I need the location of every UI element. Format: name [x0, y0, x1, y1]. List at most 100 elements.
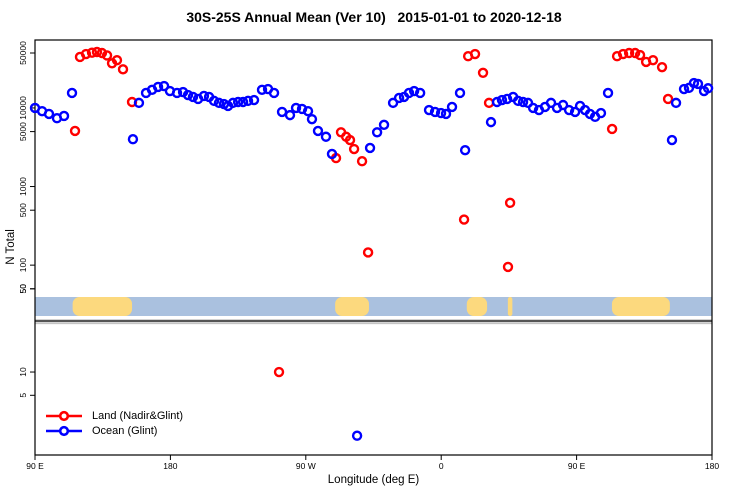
data-point-ocean — [602, 87, 614, 99]
data-point-ocean — [429, 106, 441, 118]
x-tick-label: 90 E — [568, 461, 586, 471]
surface-band-ocean — [35, 297, 712, 316]
data-point-ocean — [43, 108, 55, 120]
x-tick-label: 90 E — [26, 461, 44, 471]
data-point-land — [469, 48, 481, 60]
data-point-ocean — [364, 142, 376, 154]
y-tick-label: 100 — [18, 258, 28, 272]
data-point-ocean — [440, 108, 452, 120]
data-point-ocean — [517, 96, 529, 108]
data-point-ocean — [692, 78, 704, 90]
surface-band-land-segment — [72, 297, 133, 316]
data-point-ocean — [302, 105, 314, 117]
data-point-ocean — [171, 87, 183, 99]
data-point-land — [629, 47, 641, 59]
data-point-ocean — [414, 87, 426, 99]
data-point-land — [504, 197, 516, 209]
data-point-ocean — [256, 84, 268, 96]
legend-item-ocean: Ocean (Glint) — [45, 423, 183, 438]
data-point-ocean — [459, 144, 471, 156]
data-point-ocean — [670, 97, 682, 109]
surface-band-land-segment — [335, 297, 369, 316]
data-point-ocean — [408, 85, 420, 97]
chart-title: 30S-25S Annual Mean (Ver 10) 2015-01-01 … — [186, 9, 562, 25]
y-tick-label: 10 — [18, 367, 28, 377]
data-point-ocean — [242, 95, 254, 107]
data-point-ocean — [387, 97, 399, 109]
data-point-land — [634, 49, 646, 61]
y-tick-label: 50 — [18, 284, 28, 294]
data-point-ocean — [491, 96, 503, 108]
data-point-ocean — [446, 101, 458, 113]
data-point-ocean — [557, 99, 569, 111]
data-point-ocean — [152, 81, 164, 93]
data-point-ocean — [371, 127, 383, 138]
data-point-ocean — [702, 83, 714, 94]
x-axis-label: Longitude (deg E) — [327, 474, 420, 486]
data-point-ocean — [182, 89, 194, 101]
data-point-ocean — [454, 87, 466, 99]
y-tick-label: 5000 — [18, 122, 28, 141]
data-point-ocean — [512, 95, 524, 107]
data-point-ocean — [351, 430, 363, 441]
data-point-ocean — [403, 87, 415, 99]
ocean-series-marker-icon — [46, 425, 82, 436]
data-point-ocean — [268, 87, 280, 99]
y-tick-label: 500 — [18, 203, 28, 217]
data-point-ocean — [66, 87, 78, 99]
y-tick-label: 1000 — [18, 177, 28, 196]
y-tick-label: 5 — [18, 393, 28, 398]
data-point-land — [86, 47, 98, 58]
x-tick-label: 0 — [439, 461, 444, 471]
data-point-land — [483, 97, 495, 109]
data-point-ocean — [187, 91, 199, 103]
data-point-ocean — [393, 92, 405, 104]
data-point-ocean — [326, 148, 338, 160]
data-point-ocean — [213, 97, 225, 109]
data-point-land — [656, 61, 668, 73]
data-point-ocean — [306, 113, 318, 125]
data-point-ocean — [58, 110, 70, 122]
data-point-land — [356, 156, 368, 167]
data-point-land — [111, 54, 123, 66]
data-point-ocean — [208, 95, 220, 107]
data-point-ocean — [133, 97, 145, 109]
data-point-land — [647, 54, 659, 66]
x-tick-label: 180 — [163, 461, 177, 471]
data-point-ocean — [563, 104, 575, 116]
data-point-ocean — [595, 107, 607, 119]
surface-band-land-segment — [507, 297, 513, 316]
y-tick-label: 50 — [18, 284, 28, 294]
data-point-land — [80, 48, 92, 60]
data-point-ocean — [248, 94, 260, 106]
legend-label-ocean: Ocean (Glint) — [92, 424, 158, 437]
data-point-land — [348, 143, 360, 155]
data-point-ocean — [284, 109, 296, 121]
data-point-ocean — [158, 80, 170, 92]
data-point-land — [502, 261, 514, 273]
y-tick-label: 50000 — [18, 41, 28, 65]
data-point-ocean — [237, 96, 249, 108]
data-point-land — [117, 64, 129, 75]
data-point-ocean — [227, 97, 239, 109]
x-tick-label: 90 W — [296, 461, 316, 471]
data-point-ocean — [485, 116, 497, 128]
data-point-ocean — [678, 83, 690, 95]
data-point-land — [344, 134, 356, 146]
data-point-ocean — [127, 134, 139, 145]
data-point-land — [662, 93, 674, 105]
data-point-land — [458, 214, 470, 225]
data-point-land — [362, 247, 374, 258]
data-point-ocean — [527, 102, 539, 114]
data-point-ocean — [501, 93, 513, 105]
data-point-land — [69, 125, 81, 137]
data-point-ocean — [312, 125, 324, 137]
data-point-ocean — [569, 106, 581, 118]
data-point-land — [96, 47, 108, 59]
legend-label-land: Land (Nadir&Glint) — [92, 409, 184, 422]
data-point-ocean — [198, 90, 210, 102]
data-point-land — [273, 366, 285, 378]
data-point-ocean — [545, 97, 557, 109]
